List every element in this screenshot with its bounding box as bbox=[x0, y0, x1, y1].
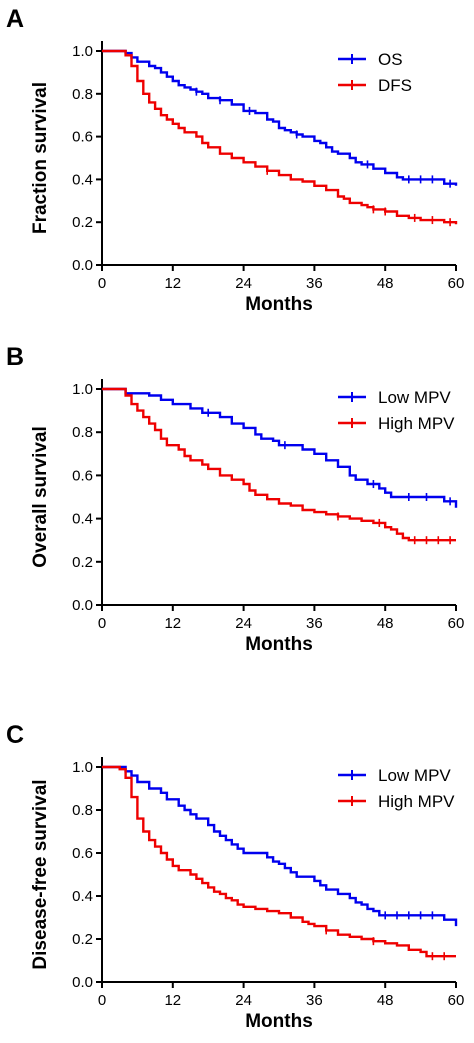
x-tick-label: 48 bbox=[377, 992, 394, 1009]
survival-curve-blue bbox=[102, 765, 458, 927]
x-axis-title: Months bbox=[245, 634, 313, 655]
x-tick-label: 12 bbox=[164, 992, 181, 1009]
chart-panel-a: A 0.0 0.2 0.4 0.6 0.8 1.0 0 12 24 36 48 60 Months Frac… bbox=[0, 0, 474, 345]
survival-curve-blue bbox=[102, 49, 458, 186]
x-tick-label: 36 bbox=[306, 615, 323, 632]
x-tick-label: 48 bbox=[377, 275, 394, 292]
y-tick-label: 1.0 bbox=[72, 759, 93, 776]
x-axis-title: Months bbox=[245, 294, 313, 315]
y-axis-title: Overall survival bbox=[30, 426, 51, 568]
y-tick-label: 0.2 bbox=[72, 931, 93, 948]
legend-label: High MPV bbox=[378, 792, 455, 811]
chart-panel-b: B 0.0 0.2 0.4 0.6 0.8 1.0 0 12 24 36 48 60 Months Over… bbox=[0, 345, 474, 690]
panel-letter: B bbox=[6, 345, 24, 371]
survival-curve-blue bbox=[102, 387, 458, 508]
legend-label: Low MPV bbox=[378, 388, 451, 407]
y-tick-label: 0.0 bbox=[72, 257, 93, 274]
y-tick-label: 0.6 bbox=[72, 845, 93, 862]
y-tick-label: 0.0 bbox=[72, 974, 93, 991]
survival-chart-b: B 0.0 0.2 0.4 0.6 0.8 1.0 0 12 24 36 48 60 Months Over… bbox=[6, 345, 465, 655]
y-tick-label: 0.6 bbox=[72, 129, 93, 146]
x-tick-label: 60 bbox=[448, 275, 465, 292]
y-tick-label: 0.4 bbox=[72, 888, 93, 905]
x-axis-title: Months bbox=[245, 1011, 313, 1032]
y-tick-label: 0.8 bbox=[72, 802, 93, 819]
x-tick-label: 12 bbox=[164, 615, 181, 632]
x-tick-label: 36 bbox=[306, 992, 323, 1009]
y-tick-label: 0.2 bbox=[72, 554, 93, 571]
x-tick-label: 60 bbox=[448, 615, 465, 632]
x-tick-label: 24 bbox=[235, 615, 252, 632]
y-tick-label: 0.0 bbox=[72, 597, 93, 614]
x-tick-label: 0 bbox=[98, 615, 106, 632]
legend-label: DFS bbox=[378, 76, 412, 95]
x-tick-label: 36 bbox=[306, 275, 323, 292]
legend-label: High MPV bbox=[378, 414, 455, 433]
y-tick-label: 0.8 bbox=[72, 86, 93, 103]
y-tick-label: 0.8 bbox=[72, 424, 93, 441]
legend-label: Low MPV bbox=[378, 766, 451, 785]
survival-curve-red bbox=[102, 765, 456, 958]
y-tick-label: 1.0 bbox=[72, 381, 93, 398]
x-tick-label: 0 bbox=[98, 275, 106, 292]
x-tick-label: 24 bbox=[235, 275, 252, 292]
x-tick-label: 0 bbox=[98, 992, 106, 1009]
survival-chart-a: A 0.0 0.2 0.4 0.6 0.8 1.0 0 12 24 36 48 60 Months Frac… bbox=[6, 5, 465, 315]
x-tick-label: 60 bbox=[448, 992, 465, 1009]
x-tick-label: 48 bbox=[377, 615, 394, 632]
legend-label: OS bbox=[378, 50, 403, 69]
y-tick-label: 0.4 bbox=[72, 511, 93, 528]
y-tick-label: 0.4 bbox=[72, 171, 93, 188]
survival-curve-red bbox=[102, 387, 456, 542]
chart-panel-c: C 0.0 0.2 0.4 0.6 0.8 1.0 0 12 24 36 48 60 Months Dise… bbox=[0, 690, 474, 1043]
y-axis-title: Disease-free survival bbox=[30, 779, 51, 969]
y-axis-title: Fraction survival bbox=[30, 82, 51, 234]
x-tick-label: 12 bbox=[164, 275, 181, 292]
survival-chart-c: C 0.0 0.2 0.4 0.6 0.8 1.0 0 12 24 36 48 60 Months Dise… bbox=[6, 721, 465, 1032]
y-tick-label: 1.0 bbox=[72, 43, 93, 60]
x-tick-label: 24 bbox=[235, 992, 252, 1009]
y-tick-label: 0.6 bbox=[72, 467, 93, 484]
y-tick-label: 0.2 bbox=[72, 214, 93, 231]
panel-letter: A bbox=[6, 5, 24, 33]
panel-letter: C bbox=[6, 721, 24, 749]
